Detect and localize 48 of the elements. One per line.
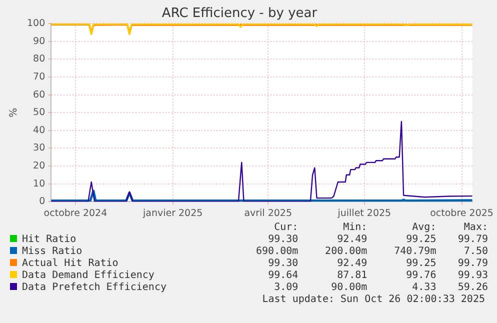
x-tick-label: octobre 2024 [44, 208, 108, 219]
chart-title: ARC Efficiency - by year [162, 6, 318, 22]
text: 87.81 [336, 270, 368, 282]
x-tick-label: avril 2025 [244, 208, 292, 219]
y-tick-label: 30 [33, 142, 46, 154]
text: 4.33 [411, 282, 436, 294]
y-tick-label: 60 [33, 89, 46, 100]
x-tick-label: juillet 2025 [336, 208, 392, 219]
y-tick-label: 0 [39, 196, 46, 208]
text: 7.50 [462, 246, 488, 258]
y-tick-label: 80 [33, 54, 46, 65]
text: 99.64 [267, 270, 298, 282]
text: Avg: [411, 222, 436, 234]
legend-label: Actual Hit Ratio [22, 258, 120, 270]
text: Max: [462, 222, 488, 234]
text: 99.93 [456, 270, 488, 282]
y-tick-label: 50 [33, 107, 46, 118]
y-tick-label: 10 [33, 178, 46, 190]
text: Last update: Sun Oct 26 02:00:33 2025 [261, 294, 485, 306]
legend-label: Hit Ratio [22, 234, 78, 246]
legend-label: Data Prefetch Efficiency [22, 282, 168, 294]
text: 3.09 [273, 282, 298, 294]
text: 59.26 [456, 282, 488, 294]
text: 99.79 [456, 234, 488, 246]
y-tick-label: 100 [26, 18, 46, 30]
text: Cur: [273, 222, 298, 234]
text: 99.25 [405, 258, 436, 270]
text: 92.49 [336, 234, 368, 246]
text: Min: [342, 222, 368, 234]
y-tick-label: 90 [33, 36, 46, 47]
text: 99.76 [405, 270, 436, 282]
text: 99.30 [267, 258, 298, 270]
x-tick-label: octobre 2025 [430, 208, 494, 219]
y-tick-label: 70 [33, 71, 46, 82]
text: 90.00m [330, 282, 368, 294]
text: 99.25 [405, 234, 436, 246]
text: 690.00m [255, 246, 298, 258]
text: 99.79 [456, 258, 488, 270]
y-axis-title: % [8, 108, 20, 118]
y-tick-label: 20 [33, 160, 46, 172]
text: 92.49 [336, 258, 368, 270]
text: 740.79m [393, 246, 436, 258]
y-tick-label: 40 [33, 124, 46, 136]
text: 200.00m [324, 246, 368, 258]
text: 99.30 [267, 234, 298, 246]
legend-label: Miss Ratio [22, 246, 84, 258]
legend-label: Data Demand Efficiency [22, 270, 156, 282]
x-tick-label: janvier 2025 [142, 208, 203, 219]
